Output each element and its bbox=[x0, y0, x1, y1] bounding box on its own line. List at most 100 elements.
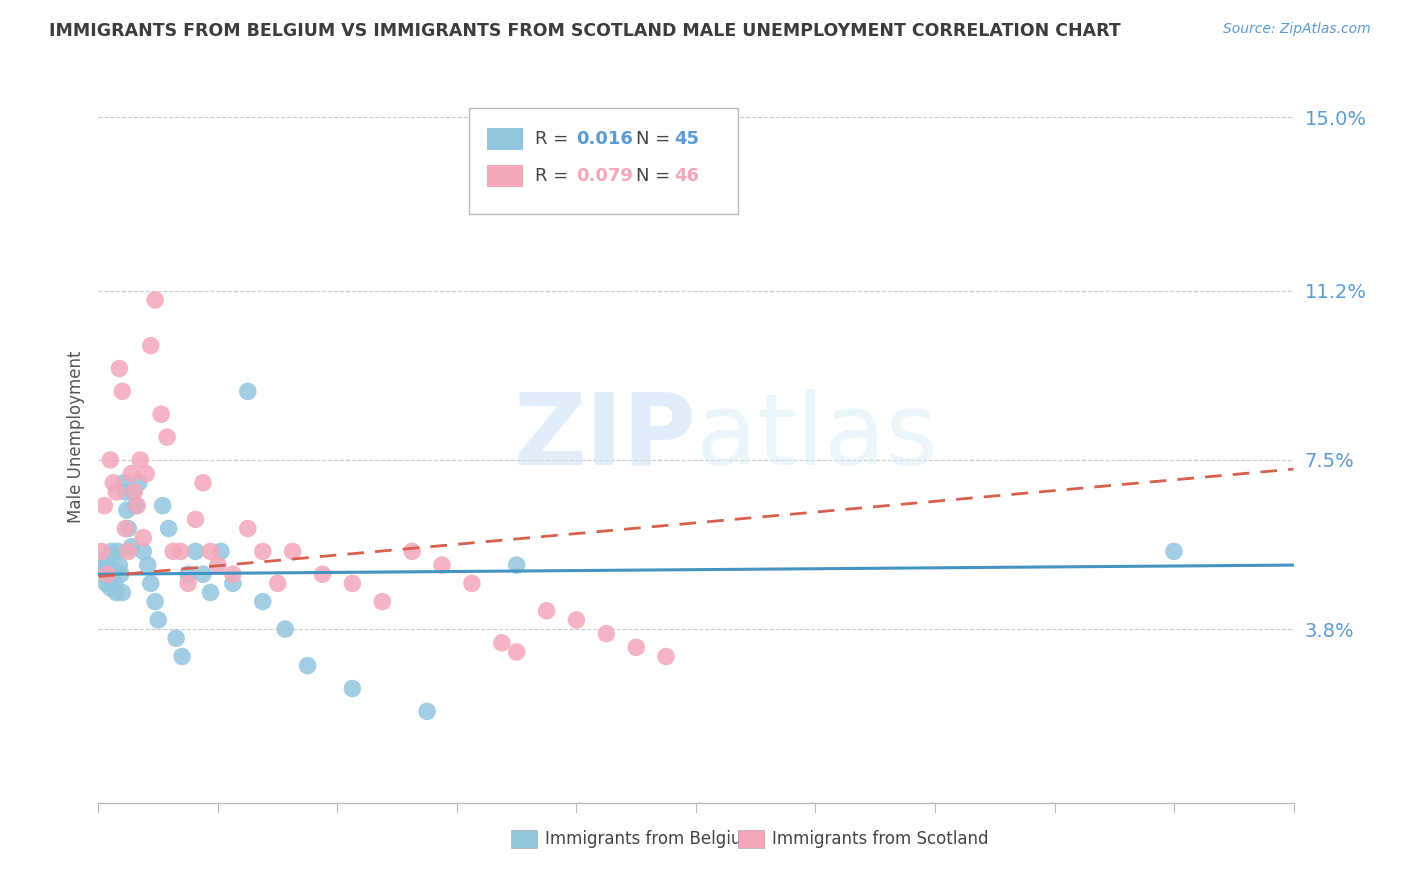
Point bbox=[132, 544, 155, 558]
Point bbox=[90, 553, 112, 567]
Point bbox=[297, 658, 319, 673]
Text: N =: N = bbox=[637, 167, 676, 185]
Point bbox=[506, 558, 529, 573]
Point bbox=[97, 572, 120, 586]
Point bbox=[136, 558, 159, 573]
Point bbox=[117, 521, 139, 535]
Point bbox=[111, 585, 134, 599]
Point bbox=[128, 475, 150, 490]
Point bbox=[209, 544, 232, 558]
Point bbox=[139, 576, 162, 591]
FancyBboxPatch shape bbox=[470, 108, 738, 214]
Point bbox=[491, 636, 513, 650]
Point bbox=[150, 407, 173, 421]
Point bbox=[108, 361, 131, 376]
Point bbox=[274, 622, 297, 636]
Point bbox=[401, 544, 423, 558]
Point bbox=[281, 544, 304, 558]
Point bbox=[114, 485, 136, 500]
Point bbox=[595, 626, 617, 640]
Point bbox=[371, 595, 394, 609]
Point bbox=[252, 595, 274, 609]
Point bbox=[139, 338, 162, 352]
Point bbox=[169, 544, 191, 558]
Point bbox=[127, 499, 149, 513]
Point bbox=[120, 540, 142, 554]
Text: ZIP: ZIP bbox=[513, 389, 696, 485]
Point bbox=[93, 499, 115, 513]
Point bbox=[222, 576, 245, 591]
Point bbox=[655, 649, 678, 664]
Point bbox=[461, 576, 484, 591]
Text: N =: N = bbox=[637, 130, 676, 148]
Point bbox=[105, 485, 128, 500]
Text: 0.079: 0.079 bbox=[576, 167, 633, 185]
Point bbox=[430, 558, 453, 573]
Point bbox=[91, 563, 114, 577]
Point bbox=[342, 681, 364, 696]
Point bbox=[191, 567, 214, 582]
Point bbox=[311, 567, 333, 582]
Point bbox=[200, 585, 222, 599]
Point bbox=[172, 649, 194, 664]
Point bbox=[520, 193, 543, 207]
Point bbox=[90, 544, 112, 558]
Text: Immigrants from Scotland: Immigrants from Scotland bbox=[772, 830, 988, 848]
Point bbox=[110, 567, 132, 582]
FancyBboxPatch shape bbox=[510, 830, 537, 848]
Point bbox=[506, 645, 529, 659]
Y-axis label: Male Unemployment: Male Unemployment bbox=[66, 351, 84, 524]
FancyBboxPatch shape bbox=[486, 128, 523, 151]
FancyBboxPatch shape bbox=[486, 165, 523, 187]
Point bbox=[96, 558, 118, 573]
Point bbox=[236, 384, 259, 399]
Text: IMMIGRANTS FROM BELGIUM VS IMMIGRANTS FROM SCOTLAND MALE UNEMPLOYMENT CORRELATIO: IMMIGRANTS FROM BELGIUM VS IMMIGRANTS FR… bbox=[49, 22, 1121, 40]
Point bbox=[103, 475, 125, 490]
Point bbox=[626, 640, 648, 655]
Point bbox=[125, 499, 148, 513]
Point bbox=[120, 467, 142, 481]
Point bbox=[191, 475, 214, 490]
Text: atlas: atlas bbox=[696, 389, 938, 485]
Point bbox=[101, 544, 124, 558]
Point bbox=[107, 544, 129, 558]
Point bbox=[157, 521, 180, 535]
Point bbox=[416, 705, 439, 719]
Text: Immigrants from Belgium: Immigrants from Belgium bbox=[546, 830, 758, 848]
Point bbox=[342, 576, 364, 591]
Point bbox=[115, 503, 138, 517]
Point bbox=[252, 544, 274, 558]
Point bbox=[152, 499, 174, 513]
Point bbox=[207, 558, 229, 573]
Point bbox=[98, 581, 122, 595]
Point bbox=[143, 293, 166, 307]
Point bbox=[121, 485, 143, 500]
Point bbox=[94, 576, 117, 591]
Point bbox=[1163, 544, 1185, 558]
Point bbox=[162, 544, 184, 558]
Point bbox=[177, 576, 200, 591]
Point bbox=[565, 613, 588, 627]
Point bbox=[267, 576, 290, 591]
Point bbox=[108, 558, 131, 573]
Point bbox=[98, 453, 122, 467]
Point bbox=[148, 613, 170, 627]
Point bbox=[184, 512, 207, 526]
Point bbox=[117, 544, 139, 558]
FancyBboxPatch shape bbox=[738, 830, 763, 848]
Text: 0.016: 0.016 bbox=[576, 130, 633, 148]
Point bbox=[114, 521, 136, 535]
Point bbox=[184, 544, 207, 558]
Point bbox=[104, 576, 127, 591]
Point bbox=[103, 563, 125, 577]
Text: R =: R = bbox=[534, 167, 574, 185]
Point bbox=[105, 585, 128, 599]
Point bbox=[222, 567, 245, 582]
Text: 46: 46 bbox=[675, 167, 699, 185]
Point bbox=[536, 604, 558, 618]
Point bbox=[236, 521, 259, 535]
Point bbox=[96, 567, 118, 582]
Point bbox=[111, 384, 134, 399]
Text: 45: 45 bbox=[675, 130, 699, 148]
Point bbox=[112, 475, 135, 490]
